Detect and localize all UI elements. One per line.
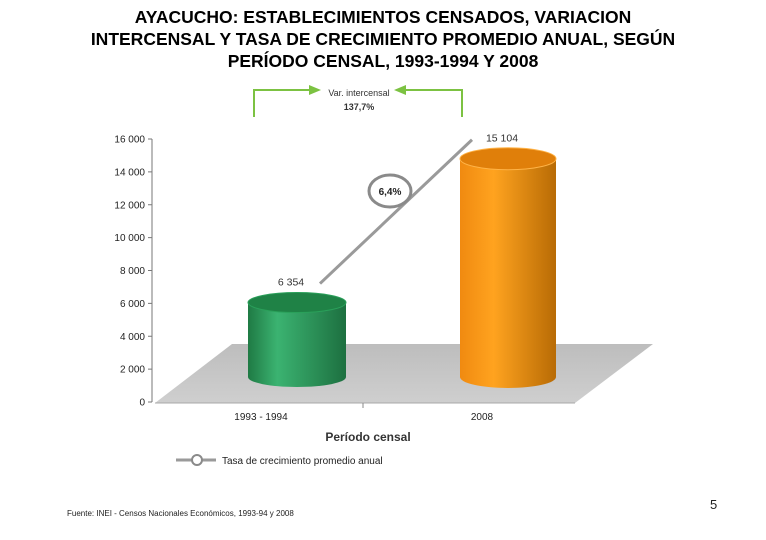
bar-value-label: 15 104	[486, 133, 518, 145]
title-line-1: AYACUCHO: ESTABLECIMIENTOS CENSADOS, VAR…	[134, 7, 632, 27]
bar-2008	[459, 147, 557, 388]
bar-top	[247, 292, 347, 314]
growth-rate-line	[318, 138, 474, 285]
variation-label: Var. intercensal	[328, 88, 389, 98]
x-tick-label: 2008	[471, 412, 494, 423]
x-tick-label: 1993 - 1994	[234, 412, 288, 423]
bar-value-label: 6 354	[278, 277, 304, 289]
bar-body	[460, 158, 556, 388]
chart-floor	[155, 344, 653, 403]
legend-marker	[191, 454, 203, 466]
variation-arrow-left	[309, 85, 321, 95]
growth-rate-label: 6,4%	[379, 187, 402, 198]
growth-rate-callout	[367, 173, 413, 209]
variation-bracket-left	[253, 89, 310, 117]
page-number: 5	[710, 497, 718, 512]
variation-value: 137,7%	[344, 102, 375, 112]
y-tick-label: 6 000	[120, 299, 145, 310]
title-line-2: INTERCENSAL Y TASA DE CRECIMIENTO PROMED…	[90, 29, 676, 49]
title-line-3: PERÍODO CENSAL, 1993-1994 Y 2008	[227, 51, 539, 71]
y-tick-label: 12 000	[114, 200, 145, 211]
y-tick-label: 8 000	[120, 266, 145, 277]
chart-title: AYACUCHO: ESTABLECIMIENTOS CENSADOS, VAR…	[20, 6, 746, 72]
variation-bracket-right	[405, 89, 463, 117]
bar-1993-1994	[247, 292, 347, 387]
bar-top	[459, 147, 557, 171]
variation-arrow-right	[394, 85, 406, 95]
y-tick-label: 0	[139, 398, 145, 409]
y-tick-label: 10 000	[114, 233, 145, 244]
x-axis-title: Período censal	[325, 430, 410, 444]
source-note: Fuente: INEI - Censos Nacionales Económi…	[67, 509, 294, 518]
y-tick-label: 2 000	[120, 365, 145, 376]
bar-body	[248, 302, 346, 387]
y-tick-label: 14 000	[114, 167, 145, 178]
y-tick-label: 4 000	[120, 332, 145, 343]
legend-label: Tasa de crecimiento promedio anual	[222, 456, 383, 467]
y-tick-label: 16 000	[114, 135, 145, 146]
